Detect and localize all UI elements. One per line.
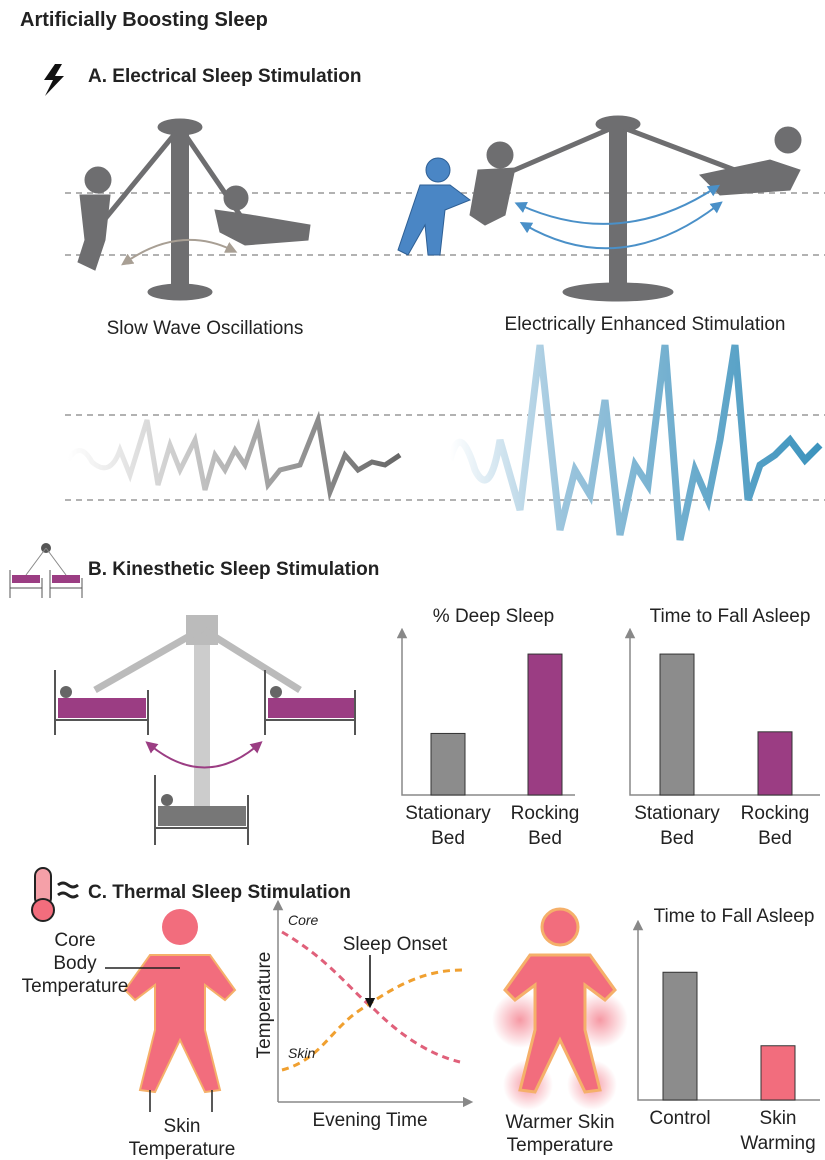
- core-curve-label: Core: [288, 912, 319, 928]
- section-c-heading: C. Thermal Sleep Stimulation: [88, 882, 351, 903]
- skin-curve-label: Skin: [288, 1045, 315, 1061]
- section-b-heading: B. Kinesthetic Sleep Stimulation: [88, 559, 379, 580]
- enhanced-label: Electrically Enhanced Stimulation: [505, 314, 786, 335]
- sleep-onset-label: Sleep Onset: [343, 934, 448, 955]
- bar: [528, 654, 562, 795]
- bar: [663, 972, 697, 1100]
- bar: [431, 733, 465, 795]
- chart-title: % Deep Sleep: [433, 606, 554, 627]
- graph-y-label: Temperature: [254, 952, 275, 1059]
- graph-x-label: Evening Time: [312, 1110, 427, 1131]
- slow-wave-label: Slow Wave Oscillations: [107, 318, 304, 339]
- chart-title: Time to Fall Asleep: [654, 906, 815, 927]
- infographic: Artificially Boosting Sleep A. Electrica…: [0, 0, 825, 1160]
- enhanced-wave-trace: [450, 345, 820, 540]
- enhanced-swing: [398, 116, 801, 301]
- lightning-icon: [44, 64, 64, 96]
- warmer-figure: [492, 909, 628, 1110]
- bar: [761, 1046, 795, 1100]
- x-tick-label: Control: [649, 1108, 710, 1129]
- slow-wave-trace: [68, 420, 400, 492]
- section-a-heading: A. Electrical Sleep Stimulation: [88, 66, 361, 87]
- kinesthetic-bed-swing: [55, 615, 355, 845]
- body-figure: [105, 909, 235, 1112]
- bar: [758, 732, 792, 795]
- rocking-bed-icon: [10, 543, 82, 598]
- slow-swing: [78, 119, 310, 300]
- page-title: Artificially Boosting Sleep: [20, 9, 268, 31]
- thermometer-icon: [32, 868, 78, 921]
- bar: [660, 654, 694, 795]
- chart-title: Time to Fall Asleep: [650, 606, 811, 627]
